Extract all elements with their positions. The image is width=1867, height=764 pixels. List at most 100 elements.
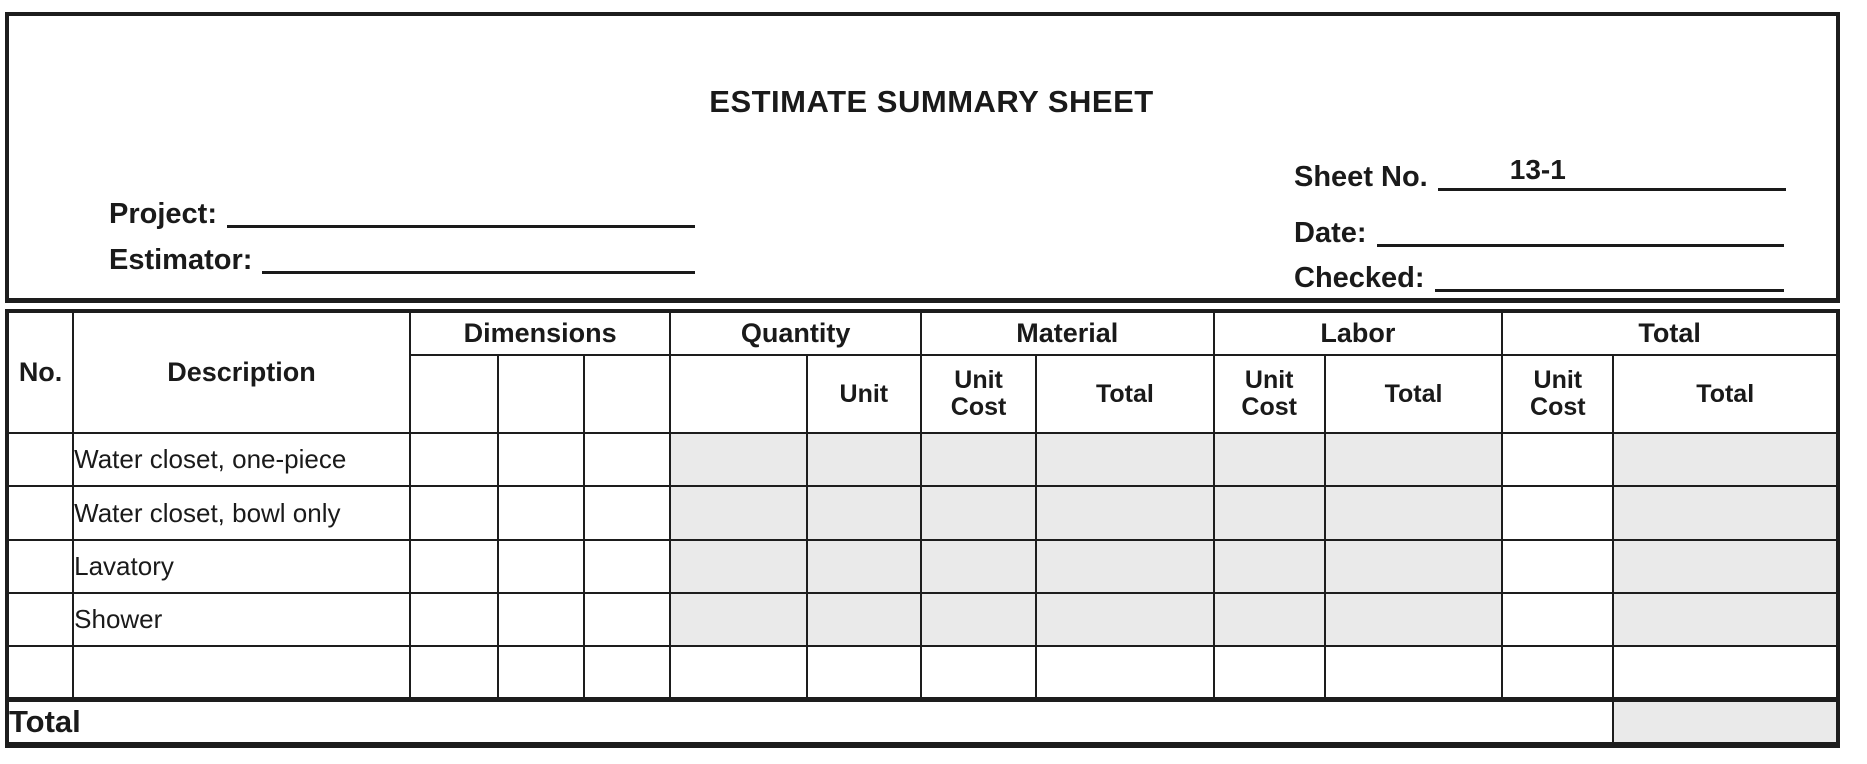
cell-unit [805,645,922,701]
column-header-material-unit-cost: Unit Cost [919,354,1038,434]
date-blank-line [1376,216,1784,247]
cell-description: Shower [72,592,411,648]
project-blank-line [226,197,695,228]
sheet-no-blank-line: 13-1 [1437,154,1786,191]
column-group-dimensions: Dimensions [408,310,672,356]
cell-dim-3 [583,485,672,541]
cell-total-unit-cost [1501,431,1615,488]
cell-dim-1 [408,431,500,488]
cell-quantity [669,538,808,595]
cell-description: Water closet, bowl only [72,485,411,541]
cell-quantity [669,592,808,648]
column-header-dim-2 [497,354,586,434]
sheet-no-field: Sheet No. 13-1 [1294,154,1786,194]
cell-material-total [1035,592,1215,648]
cell-labor-total [1323,645,1504,701]
cell-total-unit-cost [1501,538,1615,595]
cell-labor-total [1323,485,1504,541]
sheet-no-value: 13-1 [1509,154,1566,185]
column-header-quantity-blank [669,354,808,434]
checked-field: Checked: [1294,261,1784,295]
column-header-material-total: Total [1035,354,1215,434]
column-group-total: Total [1501,310,1839,356]
cell-unit [805,485,922,541]
total-row-label: Total [5,697,1615,747]
cell-description: Lavatory [72,538,411,595]
cell-labor-total [1323,538,1504,595]
column-header-labor-unit-cost: Unit Cost [1212,354,1326,434]
estimator-label: Estimator: [109,244,253,276]
cell-labor-unit-cost [1212,645,1326,701]
cell-dim-2 [497,485,586,541]
column-header-description: Description [72,310,411,434]
column-group-labor: Labor [1212,310,1504,356]
column-header-unit: Unit [805,354,922,434]
cell-dim-2 [497,645,586,701]
cell-dim-2 [497,538,586,595]
cell-description [72,645,411,701]
cell-no [5,538,75,595]
table-row: Lavatory [5,538,1839,595]
cell-no [5,431,75,488]
cell-description: Water closet, one-piece [72,431,411,488]
estimator-blank-line [262,243,695,274]
sheet-header-box: ESTIMATE SUMMARY SHEET Project: Estimato… [5,12,1840,303]
cell-unit [805,431,922,488]
cell-dim-2 [497,592,586,648]
cell-labor-total [1323,431,1504,488]
table-row: Shower [5,592,1839,648]
column-header-total-total: Total [1612,354,1839,434]
cell-material-total [1035,431,1215,488]
project-label: Project: [109,198,217,230]
column-header-no: No. [5,310,75,434]
cell-labor-total [1323,592,1504,648]
cell-total-total [1612,538,1839,595]
cell-dim-2 [497,431,586,488]
cell-total-unit-cost [1501,485,1615,541]
cell-labor-unit-cost [1212,592,1326,648]
column-header-dim-1 [408,354,500,434]
cell-no [5,592,75,648]
cell-quantity [669,485,808,541]
cell-no [5,645,75,701]
cell-labor-unit-cost [1212,431,1326,488]
checked-blank-line [1434,261,1784,292]
estimate-table: No. Description Dimensions Quantity Mate… [5,309,1840,748]
cell-no [5,485,75,541]
checked-label: Checked: [1294,262,1425,294]
date-field: Date: [1294,216,1784,250]
cell-unit [805,592,922,648]
cell-material-total [1035,645,1215,701]
cell-dim-1 [408,592,500,648]
cell-labor-unit-cost [1212,485,1326,541]
cell-material-unit-cost [919,592,1038,648]
cell-quantity [669,645,808,701]
cell-dim-1 [408,645,500,701]
cell-total-unit-cost [1501,645,1615,701]
date-label: Date: [1294,217,1367,249]
cell-material-unit-cost [919,431,1038,488]
column-header-labor-total: Total [1323,354,1504,434]
table-row: Water closet, one-piece [5,431,1839,488]
total-row: Total [5,697,1839,747]
cell-material-total [1035,538,1215,595]
column-group-material: Material [919,310,1215,356]
table-row [5,645,1839,701]
cell-dim-3 [583,592,672,648]
total-row-grand-total-cell [1612,697,1839,747]
cell-total-total [1612,592,1839,648]
cell-dim-3 [583,431,672,488]
cell-total-total [1612,431,1839,488]
cell-material-unit-cost [919,645,1038,701]
column-group-quantity: Quantity [669,310,922,356]
cell-quantity [669,431,808,488]
cell-total-total [1612,645,1839,701]
estimator-field: Estimator: [109,243,695,277]
cell-total-total [1612,485,1839,541]
cell-dim-1 [408,538,500,595]
page-title: ESTIMATE SUMMARY SHEET [709,84,1154,119]
column-header-total-unit-cost: Unit Cost [1501,354,1615,434]
cell-dim-3 [583,538,672,595]
cell-total-unit-cost [1501,592,1615,648]
